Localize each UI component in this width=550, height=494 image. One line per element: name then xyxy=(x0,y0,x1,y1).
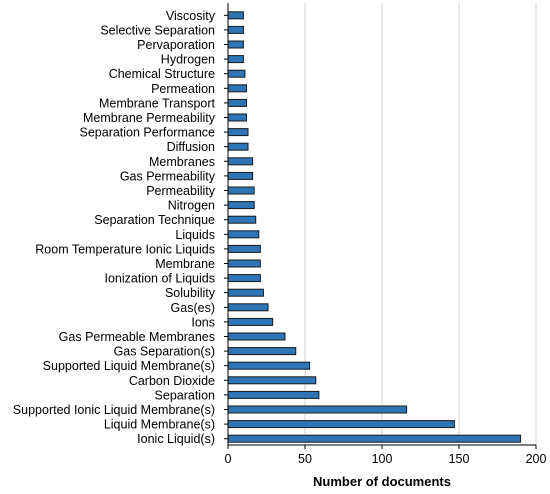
category-label: Viscosity xyxy=(166,9,216,23)
bar xyxy=(227,186,255,195)
category-label: Supported Liquid Membrane(s) xyxy=(43,359,215,373)
category-label: Gas Permeability xyxy=(120,169,216,183)
category-label: Ions xyxy=(191,315,215,329)
category-label: Chemical Structure xyxy=(109,67,215,81)
bar xyxy=(227,244,261,253)
category-label: Supported Ionic Liquid Membrane(s) xyxy=(13,403,215,417)
x-ticks: 0 50 100 150 200 xyxy=(225,445,547,466)
category-label: Diffusion xyxy=(167,140,215,154)
category-label: Ionic Liquid(s) xyxy=(137,432,215,446)
x-tick-label: 0 xyxy=(225,452,232,466)
bar xyxy=(227,259,261,268)
x-axis-title: Number of documents xyxy=(313,474,451,489)
category-label: Gas Permeable Membranes xyxy=(59,330,215,344)
bar xyxy=(227,434,522,443)
category-label: Liquid Membrane(s) xyxy=(104,418,215,432)
category-label: Separation Technique xyxy=(94,213,215,227)
bar xyxy=(227,25,244,34)
category-label: Membrane Transport xyxy=(99,96,216,110)
category-label: Membrane Permeability xyxy=(83,111,216,125)
bar xyxy=(227,40,244,49)
x-tick-label: 100 xyxy=(372,452,393,466)
bar xyxy=(227,332,286,341)
bar xyxy=(227,142,249,151)
bar xyxy=(227,376,317,385)
category-label: Permeability xyxy=(146,184,216,198)
x-tick-label: 200 xyxy=(526,452,547,466)
x-tick-label: 150 xyxy=(449,452,470,466)
bar xyxy=(227,274,261,283)
bar xyxy=(227,420,455,429)
bar xyxy=(227,390,320,399)
category-label: Membranes xyxy=(149,155,215,169)
category-label: Separation Performance xyxy=(80,126,216,140)
category-label: Room Temperature Ionic Liquids xyxy=(35,242,215,256)
category-label: Carbon Dioxide xyxy=(129,374,215,388)
grid-lines xyxy=(304,3,537,445)
bar xyxy=(227,317,274,326)
category-label: Gas Separation(s) xyxy=(114,345,215,359)
category-label: Gas(es) xyxy=(171,301,215,315)
bar xyxy=(227,157,254,166)
bar xyxy=(227,11,244,20)
bar xyxy=(227,128,249,137)
category-label: Liquids xyxy=(175,228,215,242)
bar xyxy=(227,288,264,297)
bars xyxy=(227,11,522,443)
bar xyxy=(227,84,247,93)
category-label: Separation xyxy=(155,388,216,402)
category-label: Pervaporation xyxy=(137,38,215,52)
x-tick-label: 50 xyxy=(298,452,312,466)
category-label: Permeation xyxy=(151,82,215,96)
category-label: Solubility xyxy=(165,286,216,300)
category-label: Selective Separation xyxy=(100,23,215,37)
bar xyxy=(227,113,247,122)
category-label: Nitrogen xyxy=(168,199,215,213)
bar xyxy=(227,405,408,414)
category-label: Membrane xyxy=(155,257,215,271)
bar xyxy=(227,69,246,78)
bar xyxy=(227,98,247,107)
bar xyxy=(227,171,254,180)
bar xyxy=(227,201,255,210)
bar xyxy=(227,303,269,312)
category-label: Ionization of Liquids xyxy=(105,272,216,286)
bar xyxy=(227,347,297,356)
category-label: Hydrogen xyxy=(161,53,215,67)
bar xyxy=(227,361,311,370)
bar xyxy=(227,55,244,64)
bar xyxy=(227,215,257,224)
bar xyxy=(227,230,260,239)
